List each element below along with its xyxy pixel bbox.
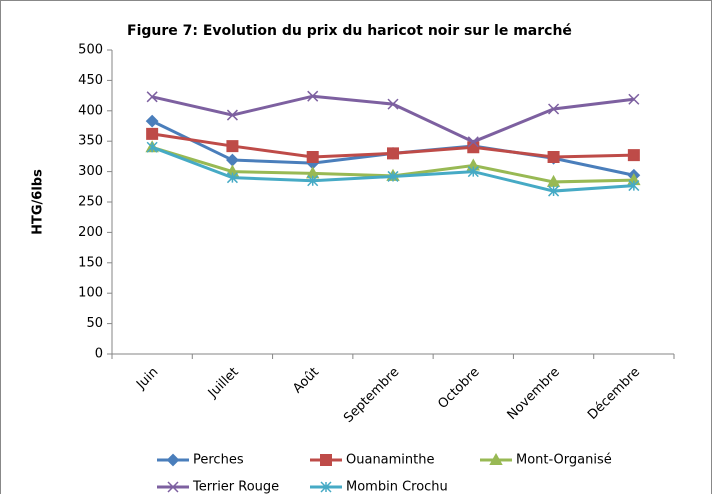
- legend-label: Mont-Organisé: [516, 453, 612, 468]
- series-marker: [628, 93, 640, 105]
- series-marker: [226, 109, 238, 121]
- series-marker: [548, 103, 560, 115]
- series-marker: [548, 185, 560, 197]
- series-marker: [146, 141, 158, 153]
- series-marker: [387, 98, 399, 110]
- y-tick-label: 350: [78, 134, 103, 149]
- series-marker: [387, 170, 399, 182]
- legend-label: Perches: [193, 453, 244, 468]
- y-tick-label: 50: [86, 316, 103, 331]
- y-tick-label: 500: [78, 43, 103, 58]
- legend-marker: [166, 453, 180, 467]
- legend-marker: [489, 452, 503, 465]
- series-marker: [146, 91, 158, 103]
- legend-marker: [320, 454, 332, 466]
- y-tick-label: 200: [78, 225, 103, 240]
- y-tick-label: 300: [78, 164, 103, 179]
- series-marker: [387, 147, 399, 160]
- legend-label: Mombin Crochu: [346, 480, 448, 494]
- series-marker: [307, 175, 319, 187]
- y-tick-label: 100: [78, 286, 103, 301]
- series-marker: [307, 90, 319, 102]
- legend-label: Ouanaminthe: [346, 453, 435, 468]
- y-tick-label: 250: [78, 195, 103, 210]
- series-marker: [226, 140, 239, 153]
- series-marker: [467, 136, 479, 148]
- series-marker: [306, 151, 319, 164]
- series-marker: [627, 149, 640, 162]
- series-marker: [467, 141, 480, 154]
- legend-marker: [167, 481, 179, 493]
- legend-marker: [320, 481, 332, 493]
- chart-title: Figure 7: Evolution du prix du haricot n…: [127, 23, 572, 39]
- series-marker: [467, 166, 479, 178]
- y-tick-label: 400: [78, 103, 103, 118]
- series-marker: [546, 174, 561, 187]
- series-marker: [628, 180, 640, 192]
- series-marker: [145, 114, 159, 128]
- series-marker: [547, 151, 560, 164]
- y-tick-label: 150: [78, 255, 103, 270]
- series-marker: [146, 127, 159, 140]
- y-tick-label: 0: [95, 347, 103, 362]
- series-marker: [226, 172, 238, 184]
- legend-label: Terrier Rouge: [192, 480, 279, 494]
- y-tick-label: 450: [78, 73, 103, 88]
- y-axis-label: HTG/6lbs: [31, 169, 46, 235]
